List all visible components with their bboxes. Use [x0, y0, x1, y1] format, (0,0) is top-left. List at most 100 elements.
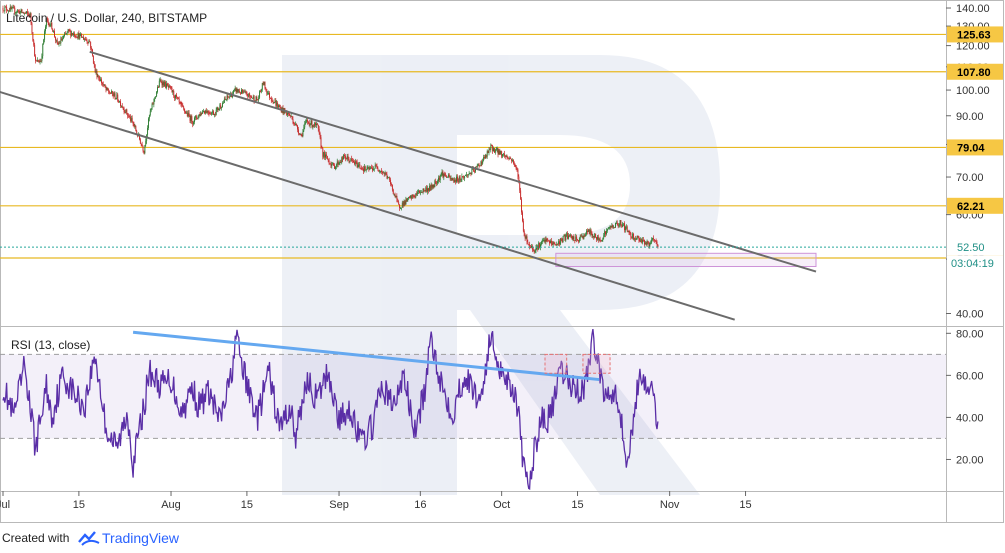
- candle-body: [26, 11, 27, 14]
- candle-body: [604, 231, 606, 236]
- candle-body: [508, 158, 510, 159]
- tradingview-brand-link[interactable]: TradingView: [102, 530, 180, 546]
- candle-body: [307, 120, 308, 122]
- time-tick-label: Jul: [0, 499, 10, 511]
- candle-body: [543, 239, 545, 241]
- candle-body: [353, 160, 354, 163]
- candle-body: [27, 13, 29, 15]
- candle-body: [583, 235, 585, 239]
- chart-svg[interactable]: 140.00130.00120.00110.00100.0090.0080.00…: [0, 0, 1005, 524]
- candle-body: [378, 170, 380, 172]
- candle-body: [353, 162, 355, 164]
- candle-body: [619, 220, 621, 225]
- candle-body: [13, 7, 15, 9]
- candle-body: [18, 10, 20, 14]
- candle-body: [405, 198, 407, 205]
- candle-body: [551, 243, 553, 246]
- candle-body: [375, 165, 377, 167]
- candle-body: [389, 177, 391, 180]
- tradingview-logo-icon[interactable]: [78, 529, 100, 547]
- candle-body: [443, 173, 445, 178]
- candle-body: [476, 165, 478, 168]
- candle-body: [99, 78, 101, 82]
- candle-body: [578, 240, 579, 242]
- candle-body: [152, 103, 154, 105]
- candle-body: [277, 102, 279, 108]
- candle-body: [578, 238, 580, 242]
- time-tick-label: 16: [414, 499, 426, 511]
- candle-body: [83, 39, 85, 40]
- candle-body: [579, 235, 581, 239]
- candle-body: [255, 96, 257, 102]
- candle-body: [494, 149, 496, 153]
- candle-body: [288, 112, 289, 114]
- candle-body: [632, 233, 634, 238]
- candle-body: [25, 12, 27, 14]
- candle-body: [260, 89, 262, 92]
- candle-body: [406, 198, 408, 202]
- candle-body: [295, 124, 297, 125]
- rsi-line: [2, 328, 659, 490]
- candle-body: [120, 101, 121, 106]
- candle-body: [218, 108, 220, 110]
- candle-body: [173, 90, 175, 96]
- candle-body: [33, 40, 35, 45]
- candle-body: [82, 36, 84, 40]
- candle-body: [622, 223, 624, 227]
- candle-body: [251, 96, 252, 98]
- candle-body: [54, 36, 56, 41]
- candle-body: [108, 90, 110, 93]
- candle-body: [528, 244, 530, 245]
- candle-body: [349, 160, 351, 162]
- candle-body: [59, 42, 61, 44]
- candle-body: [580, 235, 582, 237]
- candle-body: [178, 98, 180, 102]
- level-label-text: 79.04: [957, 142, 985, 154]
- candle-body: [87, 41, 89, 44]
- candle-body: [148, 118, 149, 129]
- candle-body: [348, 158, 350, 162]
- candle-body: [51, 22, 53, 29]
- candle-body: [527, 242, 529, 245]
- candle-body: [73, 33, 75, 37]
- candle-body: [98, 76, 100, 79]
- candle-body: [403, 201, 405, 206]
- candle-body: [92, 55, 94, 64]
- candle-body: [449, 176, 451, 179]
- candle-body: [127, 114, 129, 116]
- candle-body: [361, 168, 363, 170]
- footer: Created with TradingView: [0, 524, 1005, 553]
- candle-body: [461, 176, 463, 180]
- candle-body: [530, 247, 532, 248]
- candle-body: [499, 150, 501, 155]
- candle-body: [322, 148, 324, 157]
- candle-body: [195, 116, 196, 118]
- candle-body: [429, 186, 431, 191]
- candle-body: [332, 162, 334, 165]
- candle-body: [135, 126, 137, 131]
- rsi-tick-label: 20.00: [956, 454, 984, 466]
- candle-body: [487, 151, 489, 154]
- candle-body: [142, 146, 144, 151]
- channel-line: [89, 50, 817, 273]
- candle-body: [342, 157, 344, 160]
- candle-body: [188, 112, 190, 117]
- candle-body: [9, 6, 11, 12]
- candle-body: [116, 94, 118, 99]
- candle-body: [581, 235, 583, 237]
- candle-body: [370, 167, 372, 169]
- candle-body: [456, 176, 458, 181]
- candle-body: [481, 161, 483, 164]
- candle-body: [335, 166, 336, 169]
- candle-body: [480, 161, 482, 166]
- candle-body: [279, 107, 281, 108]
- candle-body: [500, 151, 502, 155]
- rsi-axis-ticks: 80.00 60.00 40.00 20.00: [946, 328, 984, 466]
- candle-body: [205, 110, 207, 114]
- candle-body: [427, 188, 429, 192]
- candle-body: [224, 98, 226, 100]
- candle-body: [199, 114, 201, 116]
- candle-body: [574, 240, 576, 242]
- candle-body: [504, 155, 506, 157]
